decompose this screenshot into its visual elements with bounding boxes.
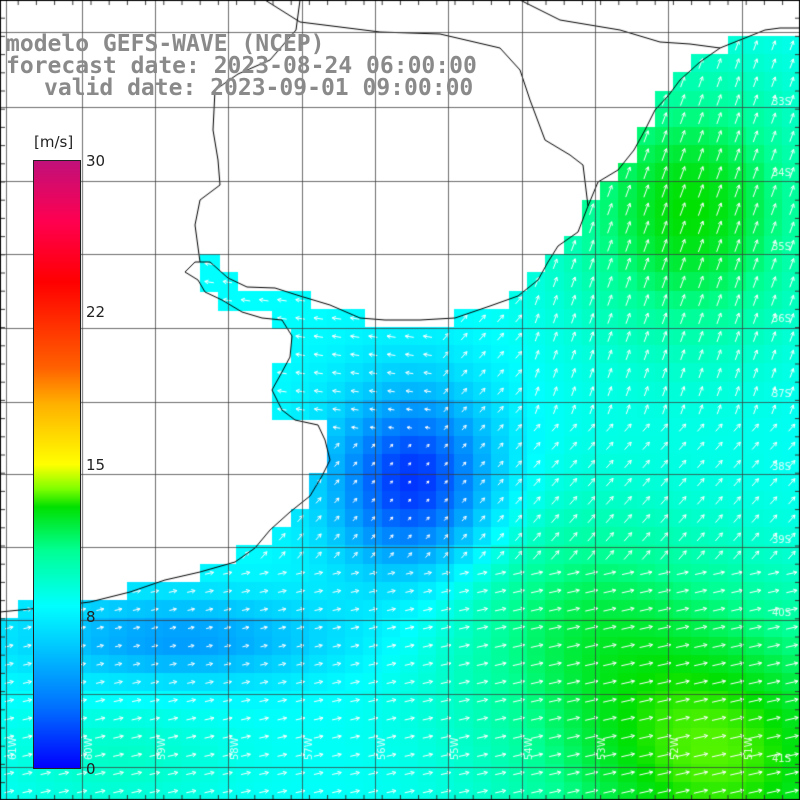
title-model: modelo GEFS-WAVE (NCEP) xyxy=(6,31,325,57)
colorbar-tick-30: 30 xyxy=(86,152,106,170)
colorbar-tick-22: 22 xyxy=(86,303,106,321)
title-valid-date: valid date: 2023-09-01 09:00:00 xyxy=(44,75,474,101)
colorbar-tick-8: 8 xyxy=(86,608,96,626)
colorbar xyxy=(33,160,81,769)
colorbar-tick-15: 15 xyxy=(86,456,106,474)
colorbar-tick-0: 0 xyxy=(86,760,96,778)
title-forecast-date: forecast date: 2023-08-24 06:00:00 xyxy=(6,53,477,79)
colorbar-unit: [m/s] xyxy=(34,133,74,151)
